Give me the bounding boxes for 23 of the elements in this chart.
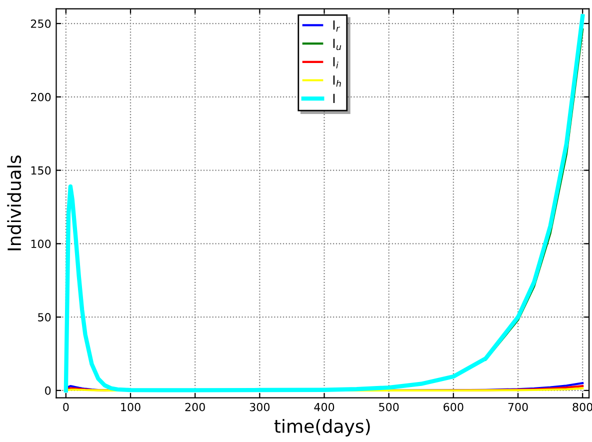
y-tick-label: 50 [38,313,51,322]
x-tick-label: 200 [185,402,205,412]
x-tick-label: 0 [63,402,69,412]
x-tick-label: 600 [444,402,464,412]
y-tick-label: 200 [30,92,51,102]
x-tick-label: 400 [314,402,334,412]
x-tick-label: 700 [508,402,528,412]
x-axis-title: time(days) [274,418,370,436]
legend-label: I$_{r}$ [333,20,340,32]
y-axis-title: Individuals [7,156,22,250]
legend-label: I [333,94,335,103]
legend-label: I$_{i}$ [333,57,338,68]
y-tick-label: 250 [30,19,51,28]
x-tick-label: 100 [121,402,140,412]
y-tick-label: 100 [31,240,51,248]
legend-label: I$_{u}$ [333,38,342,50]
x-tick-label: 800 [572,402,592,412]
legend-label: I$_{h}$ [333,76,341,87]
line-series [64,14,585,393]
y-tick-label: 0 [45,386,51,395]
y-tick-label: 150 [31,166,51,175]
x-tick-label: 500 [379,402,399,412]
x-tick-label: 300 [250,402,270,412]
